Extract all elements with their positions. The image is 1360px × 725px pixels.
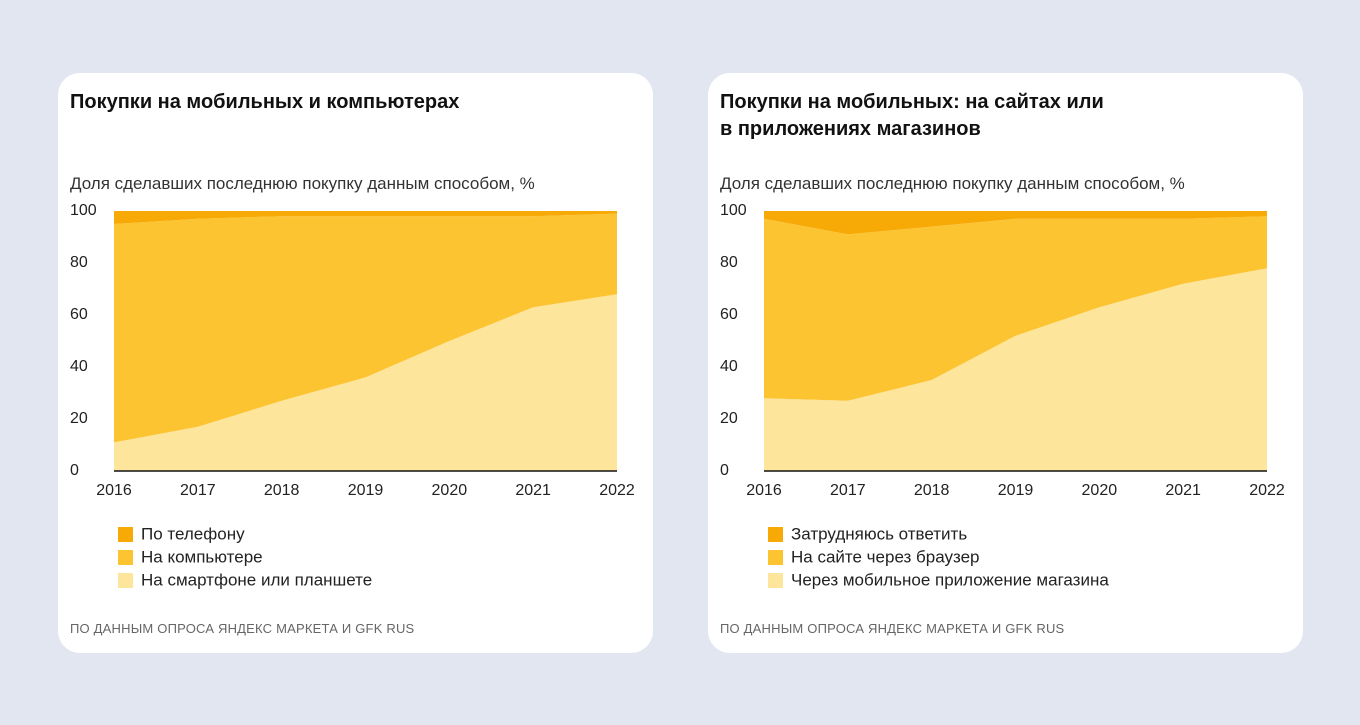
x-tick-label: 2016 <box>746 482 782 499</box>
x-tick-label: 2017 <box>180 482 216 499</box>
area <box>764 216 1267 401</box>
chart-title: Покупки на мобильных: на сайтах или в пр… <box>720 91 1104 140</box>
legend-swatch <box>768 550 783 565</box>
area <box>114 213 617 443</box>
x-tick-label: 2019 <box>998 482 1034 499</box>
y-tick-label: 0 <box>70 462 79 479</box>
legend-swatch <box>768 573 783 588</box>
x-tick-label: 2021 <box>1165 482 1201 499</box>
source-note: ПО ДАННЫМ ОПРОСА ЯНДЕКС МАРКЕТА И GFK RU… <box>720 621 1065 636</box>
chart-card: Покупки на мобильных: на сайтах или в пр… <box>708 73 1303 653</box>
axis-label: Доля сделавших последнюю покупку данным … <box>720 174 1185 193</box>
legend-swatch <box>118 573 133 588</box>
x-tick-label: 2022 <box>599 482 635 499</box>
area <box>764 211 1267 235</box>
legend-label: Затрудняюсь ответить <box>791 524 967 543</box>
y-tick-label: 20 <box>720 410 738 427</box>
y-tick-label: 40 <box>70 358 88 375</box>
legend-label: По телефону <box>141 524 245 543</box>
x-tick-label: 2018 <box>264 482 300 499</box>
chart: 0 20 40 60 80 100 2016 2017 2018 2019 2020 2021 2022… <box>70 202 635 589</box>
x-tick-label: 2022 <box>1249 482 1285 499</box>
legend-swatch <box>118 550 133 565</box>
y-tick-label: 100 <box>70 202 97 219</box>
source-note: ПО ДАННЫМ ОПРОСА ЯНДЕКС МАРКЕТА И GFK RU… <box>70 621 415 636</box>
area <box>114 211 617 224</box>
legend-label: На сайте через браузер <box>791 547 980 566</box>
x-tick-label: 2018 <box>914 482 950 499</box>
x-tick-label: 2019 <box>348 482 384 499</box>
axis-label: Доля сделавших последнюю покупку данным … <box>70 174 535 193</box>
legend-swatch <box>118 527 133 542</box>
x-tick-label: 2021 <box>515 482 551 499</box>
chart: 0 20 40 60 80 100 2016 2017 2018 2019 2020 2021 2022… <box>720 202 1285 589</box>
x-tick-label: 2020 <box>432 482 468 499</box>
y-tick-label: 40 <box>720 358 738 375</box>
y-tick-label: 80 <box>720 254 738 271</box>
chart-card: Покупки на мобильных и компьютерах Доля … <box>58 73 653 653</box>
y-tick-label: 0 <box>720 462 729 479</box>
x-tick-label: 2020 <box>1082 482 1118 499</box>
y-tick-label: 20 <box>70 410 88 427</box>
area <box>114 294 617 471</box>
x-tick-label: 2016 <box>96 482 132 499</box>
y-tick-label: 100 <box>720 202 747 219</box>
legend-swatch <box>768 527 783 542</box>
chart-title: Покупки на мобильных и компьютерах <box>70 91 460 113</box>
x-tick-label: 2017 <box>830 482 866 499</box>
legend-label: На смартфоне или планшете <box>141 570 372 589</box>
y-tick-label: 60 <box>70 306 88 323</box>
legend-label: На компьютере <box>141 547 263 566</box>
area <box>764 268 1267 471</box>
legend-label: Через мобильное приложение магазина <box>791 570 1109 589</box>
y-tick-label: 60 <box>720 306 738 323</box>
y-tick-label: 80 <box>70 254 88 271</box>
